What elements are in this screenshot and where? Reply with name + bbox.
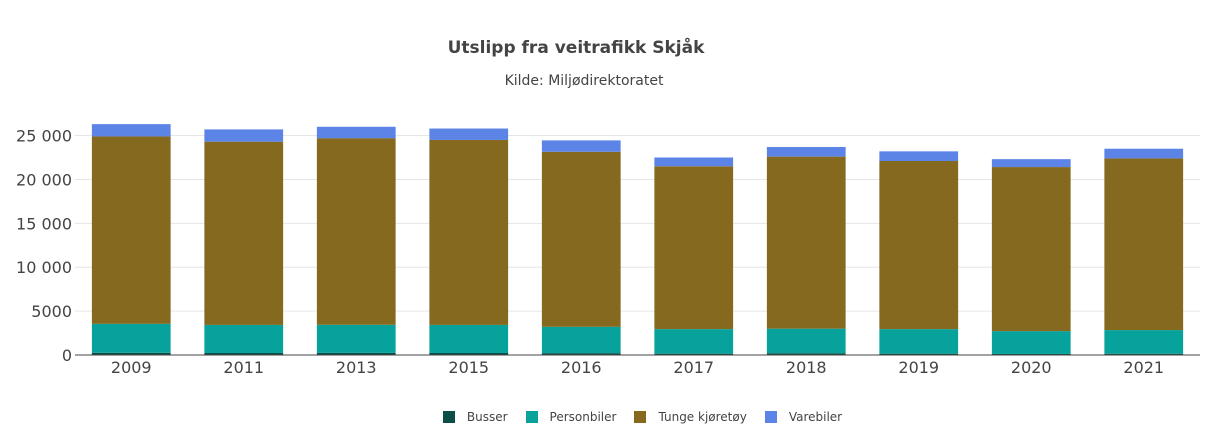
y-tick-label: 25 000 (16, 127, 72, 146)
bars (91, 124, 1184, 355)
bar-segment-tunge-kj-ret-y-2011[interactable] (204, 141, 284, 325)
legend-label: Busser (466, 410, 508, 424)
chart-subtitle: Kilde: Miljødirektoratet (504, 73, 664, 89)
bar-segment-busser-2021[interactable] (1104, 353, 1184, 355)
x-tick-label: 2011 (223, 358, 264, 377)
bar-segment-busser-2013[interactable] (316, 352, 396, 355)
bar-segment-busser-2011[interactable] (204, 352, 284, 355)
legend-swatch (634, 411, 647, 423)
legend-item[interactable]: Tunge kjøretøy (634, 410, 747, 424)
bar-segment-varebiler-2009[interactable] (91, 124, 171, 137)
x-tick-label: 2019 (898, 358, 939, 377)
bar-segment-varebiler-2011[interactable] (204, 129, 284, 142)
y-tick-label: 0 (62, 346, 72, 365)
bar-segment-busser-2017[interactable] (654, 353, 734, 355)
bar-segment-varebiler-2013[interactable] (316, 126, 396, 139)
x-tick-label: 2018 (786, 358, 827, 377)
y-tick-label: 5000 (31, 302, 72, 321)
bar-segment-busser-2018[interactable] (766, 353, 846, 355)
bar-segment-busser-2016[interactable] (541, 353, 621, 355)
bar-segment-tunge-kj-ret-y-2015[interactable] (429, 139, 509, 325)
bar-segment-busser-2015[interactable] (429, 352, 509, 355)
x-tick-label: 2015 (448, 358, 489, 377)
chart-legend: Busser Personbiler Tunge kjøretøy Varebiler (0, 410, 1220, 424)
bar-segment-varebiler-2017[interactable] (654, 157, 734, 167)
bar-segment-personbiler-2016[interactable] (541, 326, 621, 354)
legend-item[interactable]: Personbiler (525, 410, 617, 424)
x-tick-label: 2013 (336, 358, 377, 377)
bar-segment-tunge-kj-ret-y-2019[interactable] (879, 161, 959, 330)
bar-segment-tunge-kj-ret-y-2013[interactable] (316, 138, 396, 325)
y-tick-label: 15 000 (16, 214, 72, 233)
bar-segment-tunge-kj-ret-y-2017[interactable] (654, 166, 734, 330)
bar-segment-busser-2019[interactable] (879, 353, 959, 355)
bar-segment-varebiler-2016[interactable] (541, 140, 621, 152)
bar-segment-personbiler-2018[interactable] (766, 328, 846, 354)
x-tick-label: 2021 (1123, 358, 1164, 377)
bar-segment-personbiler-2011[interactable] (204, 324, 284, 353)
bar-segment-tunge-kj-ret-y-2009[interactable] (91, 136, 171, 324)
bar-segment-personbiler-2013[interactable] (316, 324, 396, 353)
bar-segment-personbiler-2021[interactable] (1104, 330, 1184, 354)
bar-segment-varebiler-2018[interactable] (766, 146, 846, 157)
bar-segment-personbiler-2009[interactable] (91, 323, 171, 353)
bar-segment-busser-2009[interactable] (91, 352, 171, 355)
bar-segment-tunge-kj-ret-y-2016[interactable] (541, 151, 621, 327)
y-tick-label: 20 000 (16, 170, 72, 189)
x-tick-label: 2017 (673, 358, 714, 377)
legend-item[interactable]: Busser (442, 410, 508, 424)
legend-item[interactable]: Varebiler (764, 410, 843, 424)
chart-title: Utslipp fra veitrafikk Skjåk (447, 38, 705, 58)
bar-segment-varebiler-2020[interactable] (991, 159, 1071, 168)
y-tick-label: 10 000 (16, 258, 72, 277)
bar-segment-personbiler-2015[interactable] (429, 324, 509, 353)
bar-segment-personbiler-2017[interactable] (654, 329, 734, 354)
bar-segment-varebiler-2019[interactable] (879, 151, 959, 162)
legend-label: Varebiler (788, 410, 843, 424)
bar-segment-personbiler-2019[interactable] (879, 329, 959, 354)
x-tick-label: 2016 (561, 358, 602, 377)
bar-segment-varebiler-2021[interactable] (1104, 148, 1184, 159)
legend-label: Personbiler (549, 410, 617, 424)
bar-segment-varebiler-2015[interactable] (429, 128, 509, 140)
x-tick-label: 2020 (1011, 358, 1052, 377)
bar-segment-tunge-kj-ret-y-2020[interactable] (991, 167, 1071, 332)
legend-swatch (525, 411, 538, 423)
axes: 0 5000 10 000 15 000 20 000 25 000 2009 2011 201… (16, 127, 1200, 377)
bar-segment-tunge-kj-ret-y-2021[interactable] (1104, 158, 1184, 331)
legend-label: Tunge kjøretøy (658, 410, 747, 424)
legend-swatch (764, 411, 777, 423)
x-tick-label: 2009 (111, 358, 152, 377)
legend-swatch (442, 411, 455, 423)
bar-segment-busser-2020[interactable] (991, 353, 1071, 355)
bar-segment-personbiler-2020[interactable] (991, 331, 1071, 354)
bar-segment-tunge-kj-ret-y-2018[interactable] (766, 156, 846, 329)
